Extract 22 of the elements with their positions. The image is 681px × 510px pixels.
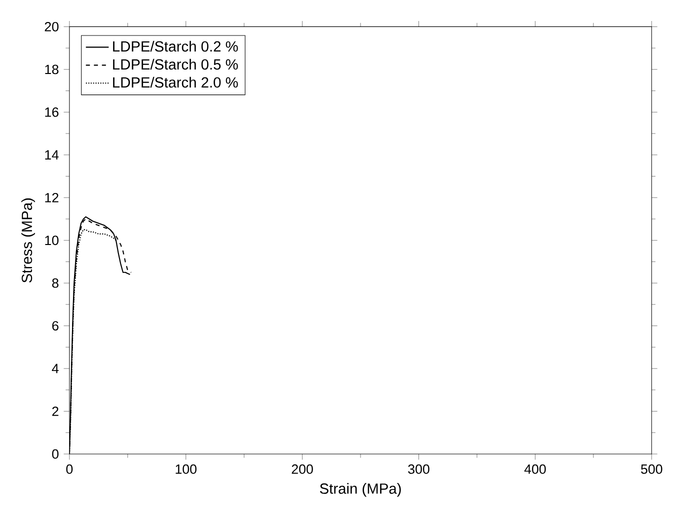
y-tick-label: 0 xyxy=(52,449,59,459)
legend-label: LDPE/Starch 2.0 % xyxy=(113,76,238,88)
legend-label: LDPE/Starch 0.2 % xyxy=(113,40,238,52)
y-tick-label: 18 xyxy=(45,64,58,74)
x-tick-label: 200 xyxy=(292,464,313,474)
x-tick-label: 100 xyxy=(176,464,196,474)
y-tick-label: 14 xyxy=(45,150,59,160)
x-tick-label: 0 xyxy=(66,464,73,474)
y-tick-label: 16 xyxy=(45,107,58,117)
x-tick-label: 300 xyxy=(408,464,430,474)
y-tick-label: 20 xyxy=(44,22,59,32)
y-tick-label: 6 xyxy=(52,321,58,330)
x-axis-title: Strain (MPa) xyxy=(320,483,401,497)
y-tick-label: 10 xyxy=(45,236,59,246)
y-tick-label: 8 xyxy=(52,278,58,288)
x-tick-label: 500 xyxy=(641,464,662,474)
x-tick-label: 400 xyxy=(524,464,546,474)
legend-label: LDPE/Starch 0.5 % xyxy=(113,58,238,70)
y-tick-label: 2 xyxy=(52,406,58,416)
y-axis-title: Stress (MPa) xyxy=(21,198,35,282)
y-tick-label: 4 xyxy=(52,364,59,374)
y-tick-label: 12 xyxy=(45,192,58,202)
